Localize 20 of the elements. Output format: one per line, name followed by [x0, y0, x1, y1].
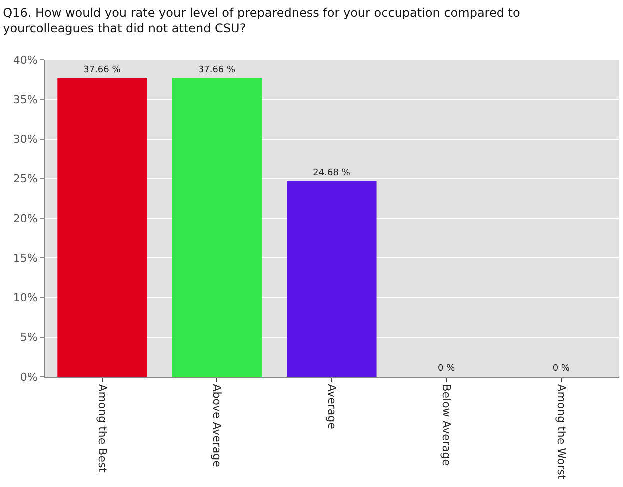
- y-tick-label: 20%: [13, 212, 38, 226]
- x-tick-label: Above Average: [210, 384, 224, 468]
- y-tick-label: 5%: [20, 331, 38, 344]
- x-tick-label: Among the Best: [96, 384, 109, 474]
- chart-title: Q16. How would you rate your level of preparedness for your occupation compared to yourcolleagues that did not attend CSU?: [3, 6, 520, 36]
- y-tick-label: 25%: [13, 172, 38, 186]
- y-tick-label: 40%: [13, 54, 38, 67]
- y-tick-label: 0%: [20, 370, 38, 384]
- y-tick-label: 10%: [13, 292, 38, 305]
- x-tick-label: Among the Worst: [555, 384, 568, 480]
- y-tick-label: 30%: [13, 133, 38, 146]
- data-label: 37.66 %: [198, 66, 236, 76]
- data-label: 0 %: [438, 364, 456, 374]
- y-tick-label: 35%: [13, 93, 38, 106]
- x-tick-label: Below Average: [440, 384, 454, 466]
- y-tick-label: 15%: [13, 252, 38, 265]
- data-label: 0 %: [552, 364, 570, 374]
- data-label: 24.68 %: [313, 168, 351, 178]
- data-label: 37.66 %: [84, 66, 122, 76]
- x-tick-label: Average: [325, 384, 338, 430]
